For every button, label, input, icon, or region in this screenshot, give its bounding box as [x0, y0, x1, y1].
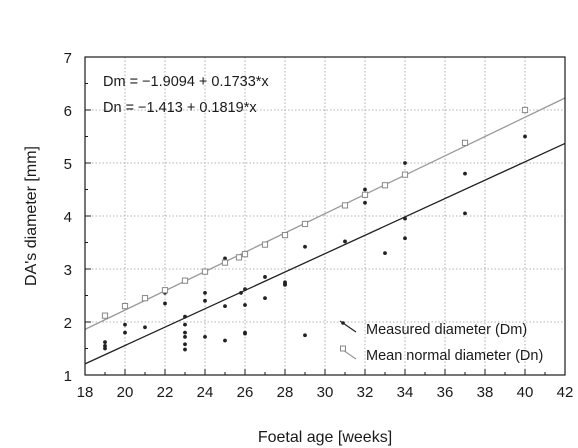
- legend-square-normal: [340, 345, 346, 352]
- data-point-measured: [223, 256, 227, 261]
- data-point-measured: [243, 331, 247, 336]
- data-point-measured: [223, 304, 227, 308]
- data-point-normal: [281, 231, 289, 239]
- data-point-measured: [103, 340, 107, 345]
- x-tick-label: 22: [157, 384, 174, 401]
- data-point-measured: [283, 283, 287, 287]
- equation-dn: Dn = −1.413 + 0.1819*x: [103, 100, 257, 116]
- data-point-measured: [523, 134, 527, 139]
- x-tick-label: 28: [277, 384, 294, 401]
- data-point-measured: [183, 314, 187, 319]
- data-point-measured: [463, 171, 467, 176]
- data-point-measured: [383, 251, 387, 256]
- x-tick-label: 18: [77, 384, 94, 401]
- y-tick-label: 2: [64, 315, 72, 332]
- x-tick-label: 20: [117, 384, 134, 401]
- x-tick-label: 42: [557, 384, 574, 401]
- y-axis-label: DA's diameter [mm]: [23, 146, 40, 286]
- x-tick-label: 26: [237, 384, 254, 401]
- data-point-normal: [121, 303, 129, 310]
- data-point-measured: [363, 187, 367, 192]
- data-point-normal: [401, 171, 409, 178]
- data-point-measured: [303, 244, 307, 249]
- grid: [85, 57, 565, 375]
- legend-label-normal: Mean normal diameter (Dn): [366, 348, 543, 364]
- data-point-normal: [461, 139, 469, 146]
- data-point-measured: [183, 330, 187, 335]
- data-points: [101, 106, 529, 352]
- data-point-normal: [361, 191, 369, 198]
- fit-line-measured: [84, 142, 566, 365]
- x-tick-label: 24: [197, 384, 214, 401]
- data-point-measured: [463, 211, 467, 216]
- y-tick-label: 1: [64, 368, 72, 385]
- y-tick-label: 6: [64, 103, 72, 120]
- x-axis-label: Foetal age [weeks]: [258, 429, 392, 446]
- data-point-normal: [301, 220, 309, 228]
- data-point-measured: [343, 239, 347, 244]
- y-tick-label: 4: [64, 209, 72, 226]
- x-tick-label: 38: [477, 384, 494, 401]
- data-point-measured: [123, 322, 127, 327]
- data-point-normal: [341, 202, 349, 209]
- data-point-measured: [263, 296, 267, 301]
- data-point-measured: [183, 334, 187, 339]
- data-point-measured: [239, 290, 243, 295]
- data-point-measured: [183, 342, 187, 347]
- x-tick-label: 40: [517, 384, 534, 401]
- data-point-measured: [403, 236, 407, 241]
- x-tick-label: 34: [397, 384, 414, 401]
- data-point-measured: [123, 330, 127, 335]
- data-point-normal: [381, 182, 389, 189]
- x-tick-label: 32: [357, 384, 374, 401]
- equation-dm: Dm = −1.9094 + 0.1733*x: [103, 74, 269, 90]
- data-point-measured: [183, 322, 187, 327]
- data-point-normal: [101, 312, 109, 319]
- data-point-normal: [141, 295, 149, 302]
- data-point-normal: [235, 254, 243, 261]
- data-point-measured: [203, 298, 207, 303]
- data-point-measured: [203, 334, 207, 339]
- y-tick-label: 7: [64, 50, 72, 67]
- data-point-normal: [201, 268, 209, 275]
- legend-label-measured: Measured diameter (Dm): [366, 322, 527, 338]
- data-point-measured: [243, 303, 247, 307]
- legend-dot-measured: [341, 321, 345, 325]
- data-point-measured: [143, 325, 147, 330]
- data-point-measured: [363, 200, 367, 205]
- data-point-measured: [103, 343, 107, 348]
- data-point-normal: [261, 241, 269, 248]
- data-point-normal: [521, 106, 529, 114]
- ticks: [84, 56, 566, 376]
- x-tick-label: 36: [437, 384, 454, 401]
- data-point-measured: [403, 216, 407, 221]
- data-point-measured: [403, 161, 407, 165]
- x-tick-label: 30: [317, 384, 334, 401]
- data-point-measured: [263, 275, 267, 279]
- data-point-measured: [243, 287, 247, 292]
- data-point-measured: [303, 333, 307, 338]
- y-tick-label: 5: [64, 156, 72, 173]
- data-point-measured: [223, 338, 227, 343]
- data-point-measured: [203, 290, 207, 295]
- data-point-measured: [163, 301, 167, 306]
- data-point-normal: [241, 251, 249, 258]
- data-point-measured: [183, 347, 187, 352]
- data-point-measured: [103, 346, 107, 351]
- y-tick-label: 3: [64, 262, 72, 279]
- data-point-normal: [181, 277, 189, 284]
- data-point-normal: [221, 259, 229, 266]
- data-point-normal: [161, 287, 169, 294]
- legend: Measured diameter (Dm) Mean normal diame…: [339, 320, 543, 364]
